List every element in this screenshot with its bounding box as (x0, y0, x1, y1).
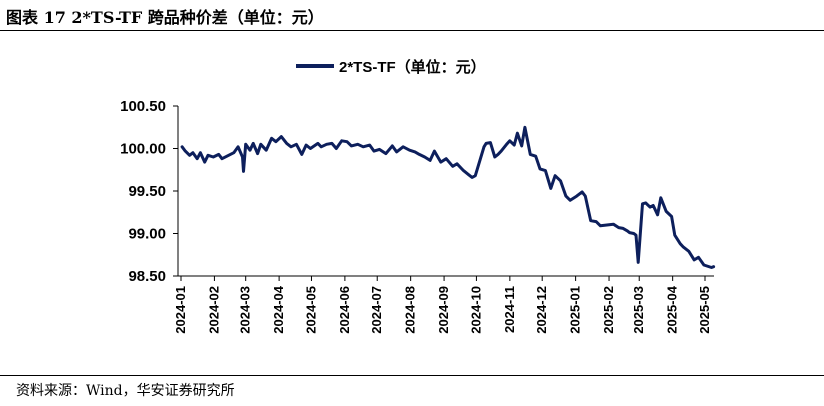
figure-title: 图表 17 2*TS-TF 跨品种价差（单位：元） (6, 8, 324, 27)
legend: 2*TS-TF（单位：元） (296, 58, 486, 76)
y-tick-label: 100.00 (120, 141, 166, 158)
series-layer (180, 125, 716, 269)
x-tick-label: 2024-03 (238, 286, 253, 334)
x-tick-label: 2024-02 (206, 286, 221, 334)
x-tick-label: 2025-01 (568, 286, 583, 334)
x-tick-label: 2025-05 (697, 286, 712, 334)
top-rule (0, 30, 824, 31)
y-axis-ticks: 100.50 100.00 99.50 99.00 98.50 (120, 98, 178, 285)
axes (177, 106, 714, 277)
x-tick-label: 2024-12 (534, 286, 549, 334)
y-tick-label: 99.00 (128, 226, 166, 243)
source-note: 资料来源：Wind，华安证券研究所 (16, 383, 235, 399)
x-tick-label: 2024-01 (173, 286, 188, 334)
x-tick-label: 2024-08 (403, 286, 418, 334)
x-tick-label: 2024-11 (502, 286, 517, 333)
y-tick-label: 99.50 (128, 183, 166, 200)
y-tick-label: 98.50 (128, 268, 166, 285)
x-tick-label: 2025-03 (631, 286, 646, 334)
x-tick-label: 2024-07 (369, 286, 384, 334)
y-tick-label: 100.50 (120, 98, 166, 115)
x-tick-label: 2024-06 (337, 286, 352, 334)
series-line (180, 125, 716, 269)
x-tick-label: 2024-09 (436, 286, 451, 334)
bottom-rule (0, 375, 824, 376)
x-tick-label: 2025-04 (665, 285, 680, 333)
x-tick-label: 2025-02 (601, 286, 616, 334)
x-tick-label: 2024-04 (271, 285, 286, 333)
x-tick-label: 2024-10 (468, 286, 483, 334)
legend-label: 2*TS-TF（单位：元） (339, 58, 486, 76)
x-tick-label: 2024-05 (303, 286, 318, 334)
x-axis-ticks: 2024-01 2024-02 2024-03 2024-04 2024-05 2024-… (173, 276, 712, 334)
